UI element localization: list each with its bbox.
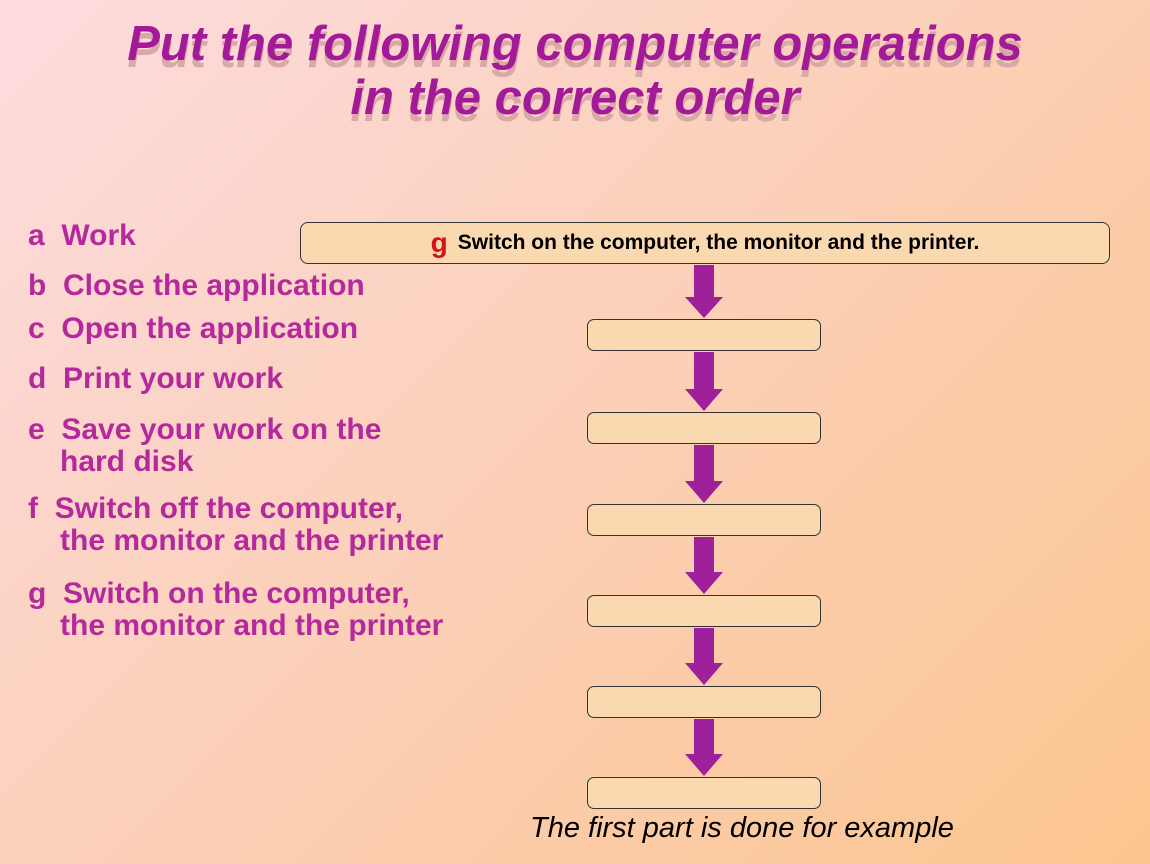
title-text: Put the following computer operations in… <box>0 18 1150 126</box>
slide-title: Put the following computer operations in… <box>0 0 1150 126</box>
flow-arrow-2 <box>685 352 723 411</box>
flow-arrow-1 <box>685 265 723 318</box>
option-c: c Open the application <box>28 313 548 345</box>
option-text: Print your work <box>63 362 283 395</box>
option-letter: b <box>28 269 46 302</box>
flow-step-2 <box>587 319 821 351</box>
flow-step-3 <box>587 412 821 444</box>
option-text: Open the application <box>61 312 358 345</box>
option-text-line2: the monitor and the printer <box>28 610 548 642</box>
flow-step-6 <box>587 686 821 718</box>
flow-arrow-6 <box>685 719 723 776</box>
option-f: f Switch off the computer,the monitor an… <box>28 493 548 556</box>
footer-note: The first part is done for example <box>530 812 954 845</box>
first-step-letter: g <box>431 227 448 259</box>
option-letter: f <box>28 492 38 525</box>
option-letter: a <box>28 219 45 252</box>
option-letter: d <box>28 362 46 395</box>
option-text: Close the application <box>63 269 365 302</box>
option-text-line2: hard disk <box>28 446 548 478</box>
option-e: e Save your work on thehard disk <box>28 414 548 477</box>
option-letter: c <box>28 312 45 345</box>
option-text: Save your work on the <box>61 413 381 446</box>
option-d: d Print your work <box>28 363 548 395</box>
options-list: a Workb Close the applicationc Open the … <box>28 220 548 653</box>
option-text: Switch on the computer, <box>63 577 410 610</box>
flow-step-7 <box>587 777 821 809</box>
flow-step-first: g Switch on the computer, the monitor an… <box>300 222 1110 264</box>
option-text-line2: the monitor and the printer <box>28 525 548 557</box>
option-g: g Switch on the computer,the monitor and… <box>28 578 548 641</box>
flow-arrow-3 <box>685 445 723 503</box>
option-text: Work <box>61 219 135 252</box>
flow-arrow-5 <box>685 628 723 685</box>
slide-content: Put the following computer operations in… <box>0 0 1150 864</box>
option-b: b Close the application <box>28 270 548 302</box>
option-text: Switch off the computer, <box>55 492 403 525</box>
flow-step-5 <box>587 595 821 627</box>
flow-step-4 <box>587 504 821 536</box>
first-step-label: Switch on the computer, the monitor and … <box>458 231 980 255</box>
flow-arrow-4 <box>685 537 723 594</box>
option-letter: g <box>28 577 46 610</box>
option-letter: e <box>28 413 45 446</box>
